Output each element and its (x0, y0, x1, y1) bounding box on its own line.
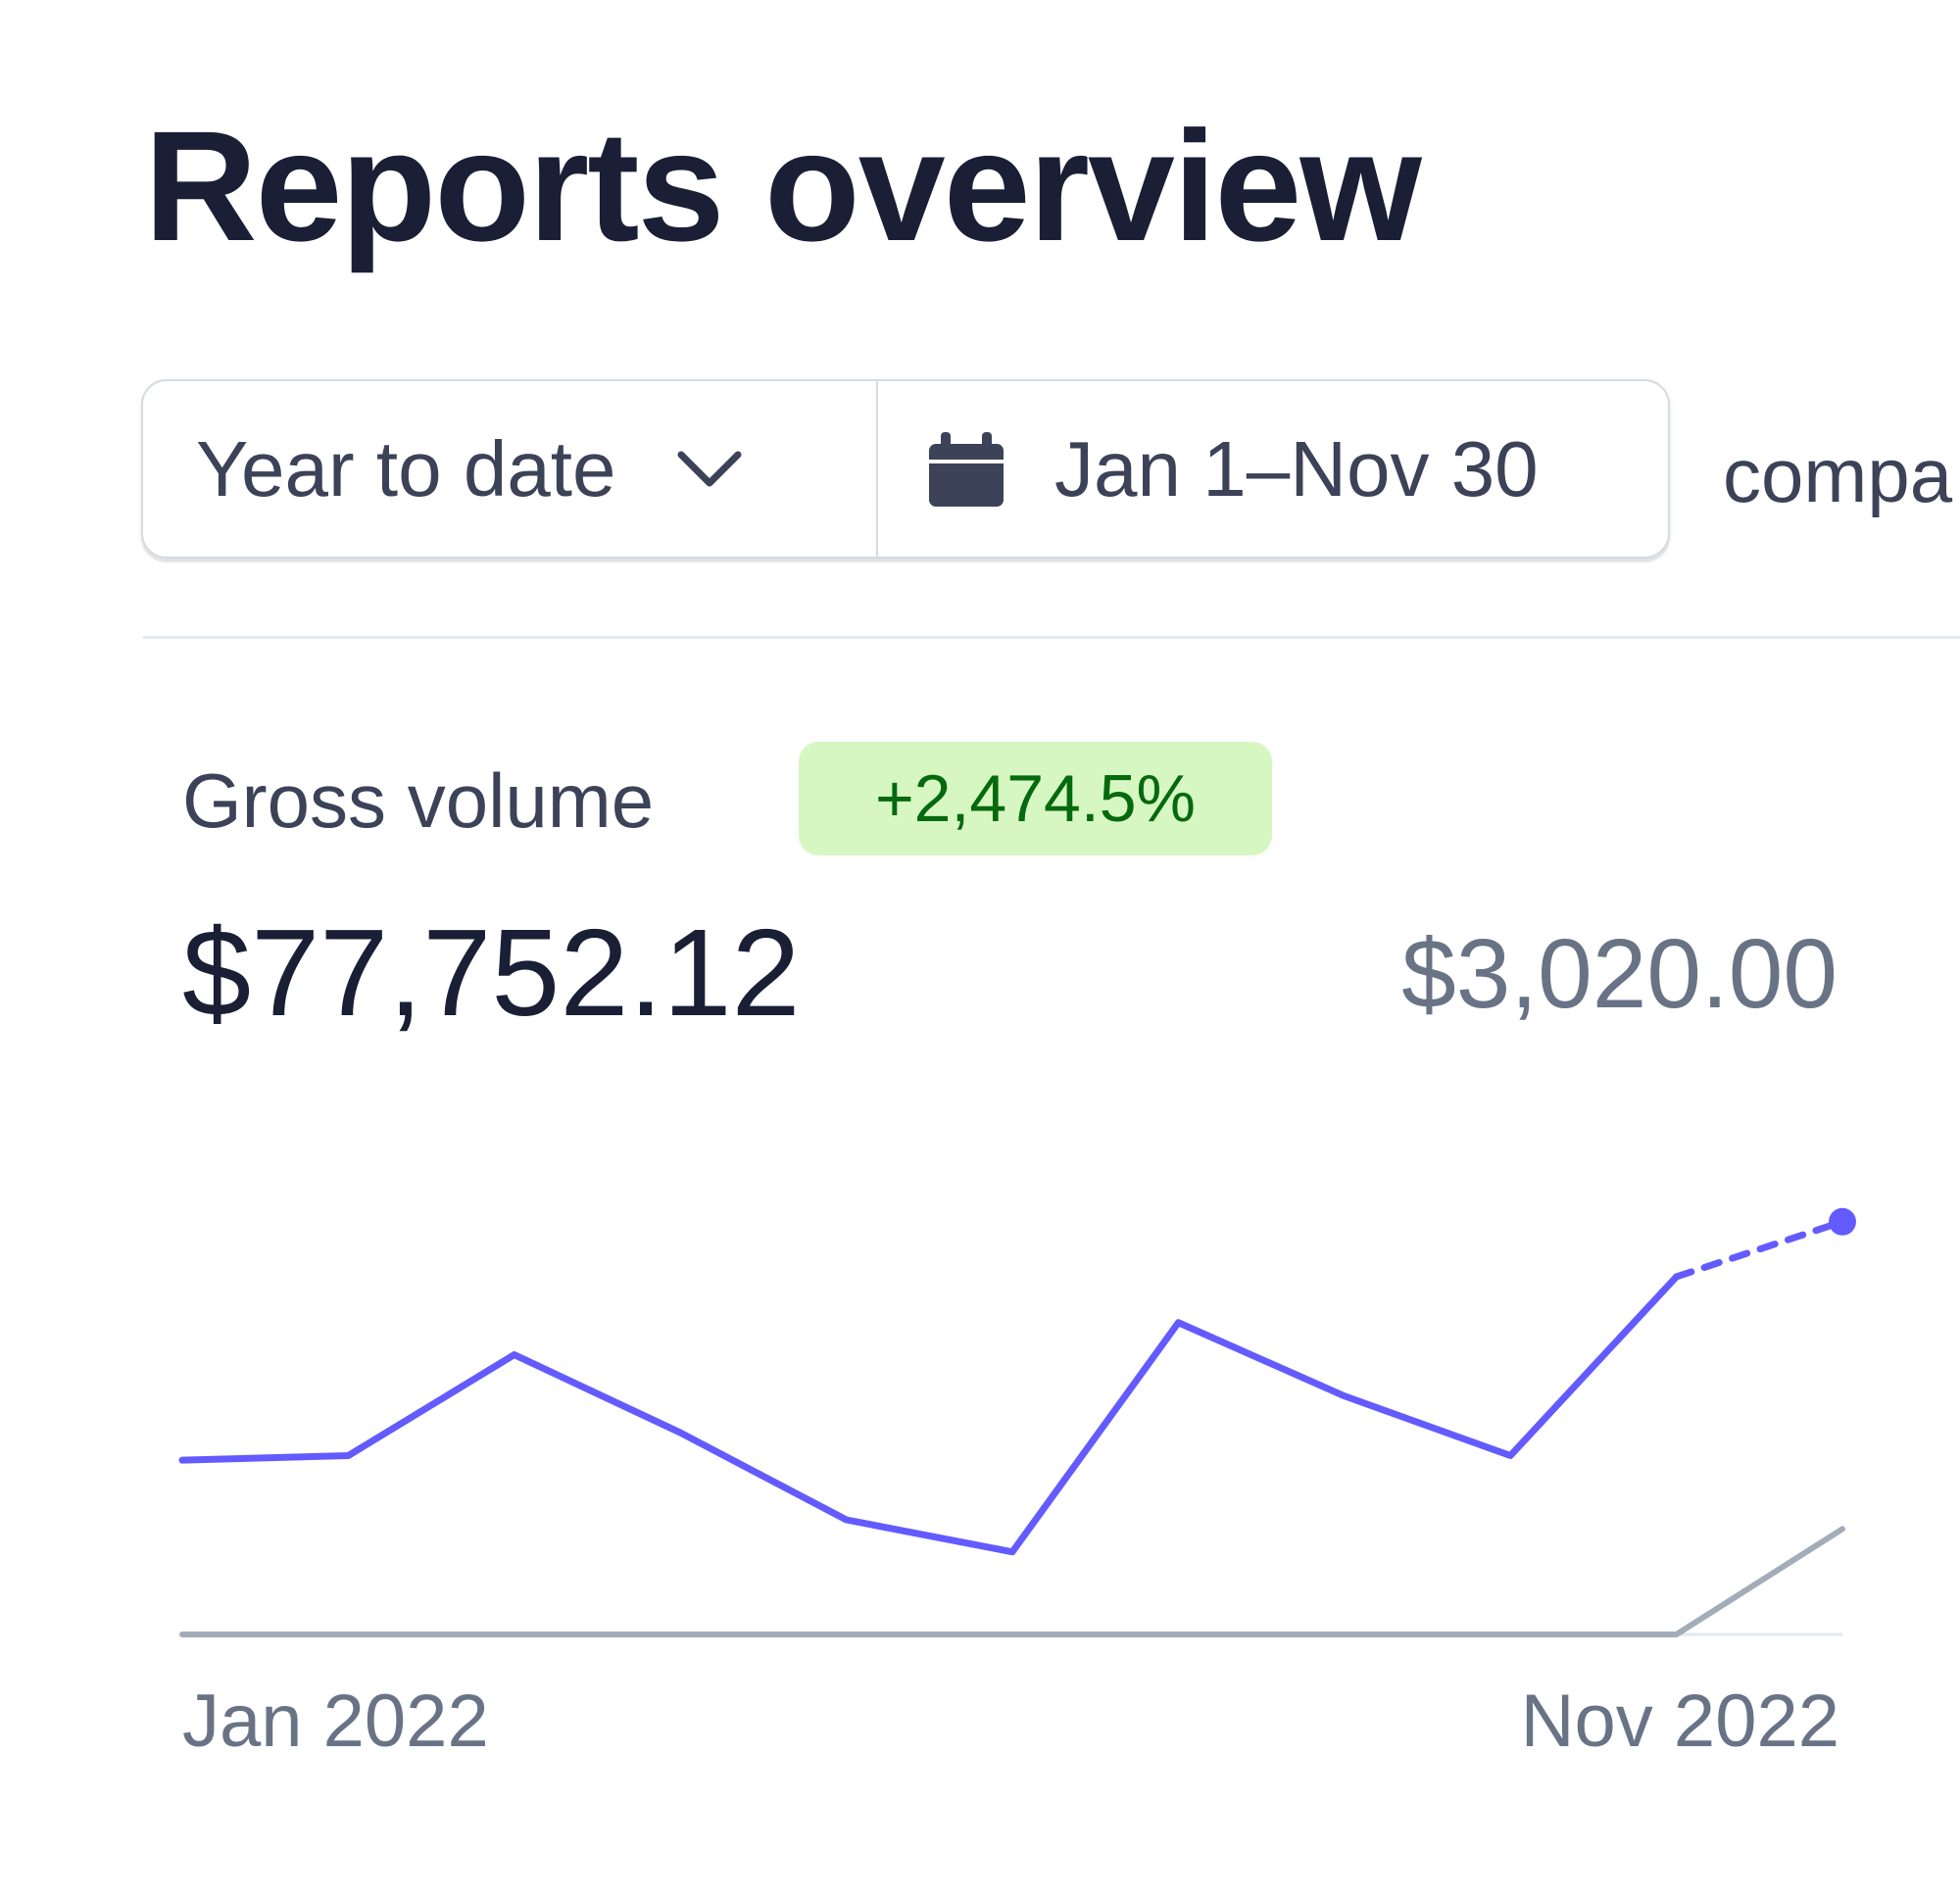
previous-value: $3,020.00 (1401, 919, 1838, 1029)
gross-volume-chart[interactable] (0, 1176, 1960, 1685)
metric-title: Gross volume (182, 757, 655, 844)
x-axis-label-end: Nov 2022 (1520, 1680, 1839, 1763)
change-badge: +2,474.5% (799, 742, 1272, 855)
current-period-partial-segment (1673, 1218, 1846, 1281)
control-divider (876, 381, 878, 557)
current-value: $77,752.12 (182, 903, 801, 1042)
period-select-label: Year to date (196, 424, 616, 512)
section-divider (143, 636, 1960, 639)
period-select[interactable]: Year to date (143, 381, 876, 557)
previous-period-line (179, 1526, 1845, 1637)
date-range-label: Jan 1–Nov 30 (1054, 424, 1539, 512)
compare-toggle[interactable]: compa (1723, 432, 1953, 518)
x-axis-label-start: Jan 2022 (182, 1680, 489, 1763)
date-range-button[interactable]: Jan 1–Nov 30 (878, 381, 1668, 557)
date-range-control: Year to date Jan 1–Nov 30 (141, 379, 1670, 559)
current-period-end-point[interactable] (1829, 1207, 1856, 1236)
chevron-down-icon (677, 451, 742, 486)
current-period-line (178, 1273, 1681, 1556)
page-title: Reports overview (144, 98, 1422, 273)
calendar-icon (929, 431, 1004, 507)
